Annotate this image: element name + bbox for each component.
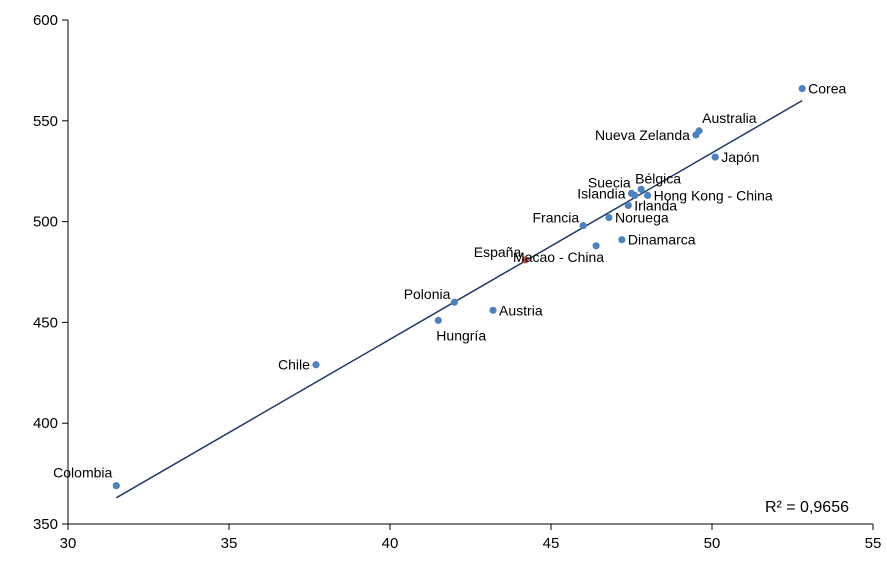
point-label: Austria [499, 302, 543, 318]
data-point [521, 256, 529, 264]
x-tick-label: 30 [60, 535, 77, 552]
y-tick-label: 450 [33, 314, 58, 331]
point-label: España [474, 244, 522, 260]
trendline [115, 99, 803, 499]
point-labels: Colombia Chile Hungría Polonia Austria España… [53, 81, 846, 481]
data-point [637, 185, 645, 193]
point-label: Colombia [53, 465, 112, 481]
axes [62, 19, 874, 530]
point-label: Australia [702, 110, 757, 126]
data-point [592, 242, 600, 250]
point-label: Islandia [577, 185, 625, 201]
x-tick-label: 45 [543, 535, 560, 552]
point-label: Chile [278, 357, 310, 373]
tick-labels: 350 400 450 500 550 600 30 35 40 45 50 55 [33, 12, 881, 552]
data-point [711, 153, 719, 161]
data-point [112, 482, 120, 490]
data-point [489, 306, 497, 314]
data-point [579, 222, 587, 230]
point-label: Dinamarca [628, 232, 696, 248]
y-tick-label: 500 [33, 214, 58, 231]
point-label: Noruega [615, 210, 669, 226]
data-point [695, 127, 703, 135]
y-tick-label: 550 [33, 113, 58, 130]
point-label: Japón [721, 149, 759, 165]
point-label: Irlanda [634, 197, 677, 213]
point-label: Nueva Zelanda [595, 127, 690, 143]
data-point [631, 191, 639, 199]
y-tick-label: 350 [33, 516, 58, 533]
point-label: Hong Kong - China [654, 187, 773, 203]
data-point [450, 298, 458, 306]
point-label: Polonia [404, 286, 451, 302]
point-label: Corea [808, 81, 846, 97]
trendline-group [115, 99, 803, 499]
point-label: Bélgica [635, 170, 681, 186]
data-points [112, 84, 806, 490]
data-point [618, 236, 626, 244]
x-tick-label: 50 [704, 535, 721, 552]
data-point [605, 213, 613, 222]
data-point [434, 316, 442, 324]
point-label: Francia [533, 210, 580, 226]
point-label: Macao - China [513, 249, 604, 265]
x-tick-label: 40 [382, 535, 399, 552]
y-tick-label: 400 [33, 415, 58, 432]
data-point [798, 84, 806, 93]
data-point [644, 191, 652, 199]
r-squared-annotation: R² = 0,9656 [765, 499, 849, 516]
data-point [624, 201, 632, 210]
point-label: Suecia [588, 174, 631, 190]
x-tick-label: 35 [221, 535, 238, 552]
data-point [312, 361, 320, 369]
point-label: Hungría [436, 327, 486, 343]
y-tick-label: 600 [33, 12, 58, 29]
x-tick-label: 55 [865, 535, 882, 552]
